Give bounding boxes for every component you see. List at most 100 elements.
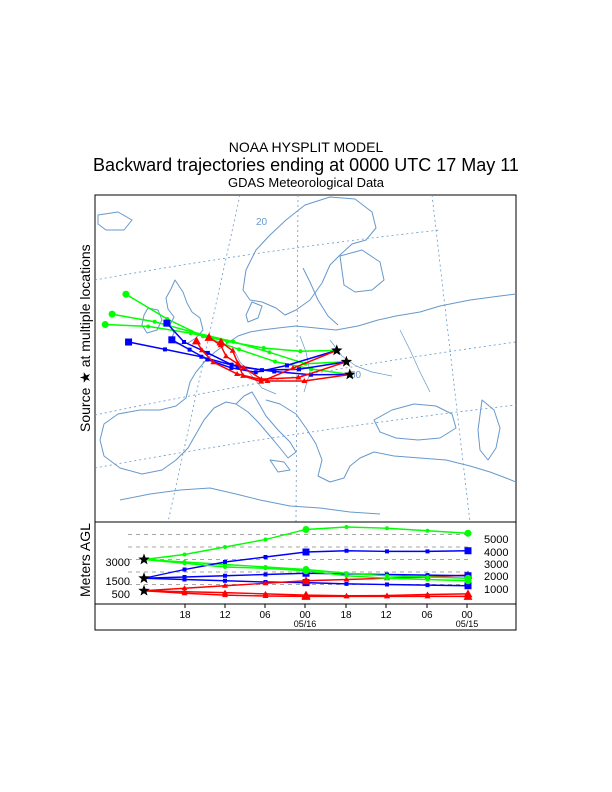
trajectory-marker xyxy=(198,347,205,353)
height-series-marker xyxy=(463,591,473,600)
height-series-marker xyxy=(344,525,349,529)
graticule-label-50: 50 xyxy=(350,370,362,381)
trajectory-marker xyxy=(187,347,192,352)
height-series-marker xyxy=(222,592,228,598)
height-series-marker xyxy=(263,555,268,559)
height-series-marker xyxy=(344,581,349,586)
height-series-marker xyxy=(263,572,268,577)
trajectory-marker xyxy=(205,350,210,355)
trajectory-marker xyxy=(216,337,226,346)
trajectory-marker xyxy=(258,378,265,384)
trajectory-marker xyxy=(253,370,258,375)
map-graticule xyxy=(95,195,516,522)
trajectory-marker xyxy=(225,339,230,344)
height-series-marker xyxy=(464,577,472,585)
trajectory-marker xyxy=(188,331,193,336)
height-series-marker xyxy=(344,573,349,578)
trajectory-marker xyxy=(162,347,167,352)
time-tick-label: 06 xyxy=(259,610,271,621)
height-series-marker xyxy=(262,593,269,598)
start-height-label: 500 xyxy=(112,589,130,601)
trajectory-marker xyxy=(264,378,271,384)
height-series-marker xyxy=(343,576,350,582)
height-series-marker xyxy=(181,585,188,591)
trajectory-marker xyxy=(301,378,308,384)
height-series-marker xyxy=(384,593,390,599)
height-start-star xyxy=(138,584,150,596)
coastlines xyxy=(97,196,516,515)
height-series-marker xyxy=(223,573,227,578)
height-series-marker xyxy=(464,529,472,537)
graticule-label-20: 20 xyxy=(256,217,268,228)
trajectory-marker xyxy=(261,345,266,350)
met-data-title: GDAS Meteorological Data xyxy=(227,175,385,190)
trajectory-marker xyxy=(272,369,277,374)
height-series-marker xyxy=(302,567,310,575)
time-tick-label: 06 xyxy=(421,610,433,621)
trajectory-marker xyxy=(122,290,130,298)
trajectory-map: 20 50 xyxy=(94,194,517,523)
trajectory-marker xyxy=(191,336,201,345)
model-title: NOAA HYSPLIT MODEL xyxy=(228,139,384,155)
trajectory-marker xyxy=(298,349,303,354)
trajectory-marker xyxy=(168,336,176,344)
source-star xyxy=(340,355,353,367)
trajectory-marker xyxy=(285,363,289,368)
right-axis-label: 2000 xyxy=(484,571,508,583)
trajectory-marker xyxy=(229,347,236,353)
right-axis-label: 3000 xyxy=(484,559,508,571)
height-series-marker xyxy=(425,583,430,588)
trajectory-title: Backward trajectories ending at 0000 UTC… xyxy=(93,155,519,175)
height-series-marker xyxy=(302,548,310,556)
map-frame xyxy=(94,194,517,523)
trajectory-marker xyxy=(240,372,247,378)
trajectory-marker xyxy=(229,362,234,367)
height-series-marker xyxy=(425,577,430,582)
height-series-marker xyxy=(222,582,228,588)
trajectory-layer xyxy=(101,290,356,384)
start-height-label: 1500 xyxy=(106,576,130,588)
time-tick-label: 12 xyxy=(380,610,392,621)
height-series-marker xyxy=(425,528,430,533)
trajectory-marker xyxy=(152,319,157,324)
time-tick-label: 18 xyxy=(340,610,352,621)
height-series-marker xyxy=(385,582,389,587)
date-label: 05/15 xyxy=(456,619,479,629)
height-series-marker xyxy=(301,576,311,585)
trajectory-marker xyxy=(182,340,186,344)
trajectory-marker xyxy=(295,374,302,380)
height-series-marker xyxy=(385,526,389,531)
height-gridlines xyxy=(128,534,470,585)
height-series-marker xyxy=(344,548,349,553)
height-series-marker xyxy=(425,549,430,554)
height-series-marker xyxy=(302,526,310,533)
source-star xyxy=(344,368,356,380)
trajectory-marker xyxy=(267,350,272,355)
trajectory-marker xyxy=(146,324,151,329)
trajectory-marker xyxy=(272,359,277,364)
trajectory-marker xyxy=(229,365,234,370)
trajectory-marker xyxy=(258,376,265,382)
height-series-marker xyxy=(385,576,389,581)
height-series-layer xyxy=(138,525,473,600)
start-height-label: 3000 xyxy=(106,557,130,569)
height-series-marker xyxy=(424,593,431,599)
trajectory-marker xyxy=(223,353,230,359)
trajectory-marker xyxy=(260,368,265,373)
height-series-marker xyxy=(464,547,472,555)
height-series-marker xyxy=(223,565,227,569)
trajectory-marker xyxy=(308,372,313,377)
trajectory-marker xyxy=(289,365,296,371)
right-axis-label: 4000 xyxy=(484,547,508,559)
height-series-marker xyxy=(182,552,187,557)
trajectory-marker xyxy=(234,360,241,366)
height-series-marker xyxy=(181,590,188,596)
trajectory-marker xyxy=(108,310,116,318)
time-tick-label: 00 xyxy=(461,610,473,621)
trajectory-marker xyxy=(205,357,210,362)
date-label: 05/16 xyxy=(294,619,317,629)
trajectory-marker xyxy=(125,338,133,346)
